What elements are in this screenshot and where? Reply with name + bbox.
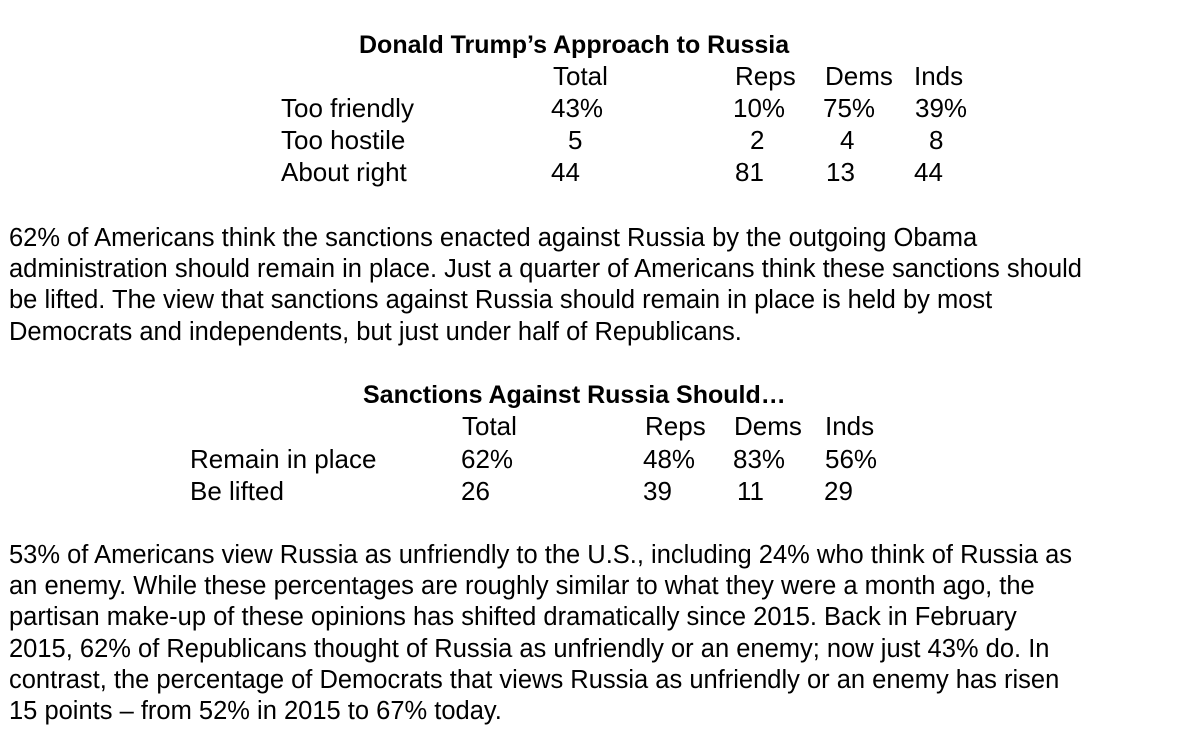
- column-header-inds: Inds: [825, 411, 875, 441]
- paragraph-line: partisan make-up of these opinions has s…: [9, 603, 1017, 632]
- cell-reps: 48%: [643, 444, 696, 474]
- paragraph-line: 15 points – from 52% in 2015 to 67% toda…: [9, 697, 502, 726]
- cell-reps: 10%: [733, 93, 786, 123]
- table-title: Sanctions Against Russia Should…: [363, 381, 786, 409]
- cell-total: 26: [461, 476, 490, 506]
- paragraph-line: 53% of Americans view Russia as unfriend…: [9, 541, 1073, 569]
- column-header-reps: Reps: [645, 411, 706, 441]
- cell-total: 43%: [551, 93, 604, 123]
- column-header-inds: Inds: [914, 61, 964, 91]
- paragraph-line: be lifted. The view that sanctions again…: [9, 286, 993, 315]
- paragraph-line: 62% of Americans think the sanctions ena…: [9, 224, 978, 252]
- cell-reps: 2: [750, 125, 765, 155]
- column-header-dems: Dems: [825, 61, 893, 91]
- cell-dems: 13: [826, 157, 855, 187]
- column-header-total: Total: [462, 411, 517, 441]
- cell-dems: 83%: [733, 444, 786, 474]
- body-paragraph: 53% of Americans view Russia as unfriend…: [9, 540, 1199, 727]
- cell-total: 5: [568, 125, 583, 155]
- row-label: Remain in place: [190, 444, 377, 474]
- body-paragraph: 62% of Americans think the sanctions ena…: [9, 223, 1199, 348]
- row-label: Too friendly: [281, 93, 414, 123]
- column-header-reps: Reps: [735, 61, 796, 91]
- paragraph-line: administration should remain in place. J…: [9, 255, 1082, 284]
- cell-inds: 39%: [915, 93, 968, 123]
- row-label: Too hostile: [281, 125, 406, 155]
- cell-inds: 44: [914, 157, 943, 187]
- cell-reps: 81: [735, 157, 764, 187]
- column-header-total: Total: [553, 61, 608, 91]
- paragraph-line: Democrats and independents, but just und…: [9, 317, 742, 346]
- paragraph-line: 2015, 62% of Republicans thought of Russ…: [9, 634, 1050, 663]
- row-label: About right: [281, 157, 407, 187]
- cell-inds: 56%: [825, 444, 878, 474]
- cell-dems: 4: [840, 125, 855, 155]
- cell-dems: 75%: [823, 93, 876, 123]
- cell-inds: 8: [929, 125, 944, 155]
- cell-dems: 11: [737, 476, 764, 506]
- paragraph-line: an enemy. While these percentages are ro…: [9, 572, 1035, 601]
- paragraph-line: contrast, the percentage of Democrats th…: [9, 665, 1060, 694]
- cell-total: 44: [551, 157, 580, 187]
- cell-total: 62%: [461, 444, 514, 474]
- column-header-dems: Dems: [734, 411, 802, 441]
- cell-inds: 29: [824, 476, 853, 506]
- table-title: Donald Trump’s Approach to Russia: [359, 31, 790, 59]
- row-label: Be lifted: [190, 476, 284, 506]
- cell-reps: 39: [643, 476, 672, 506]
